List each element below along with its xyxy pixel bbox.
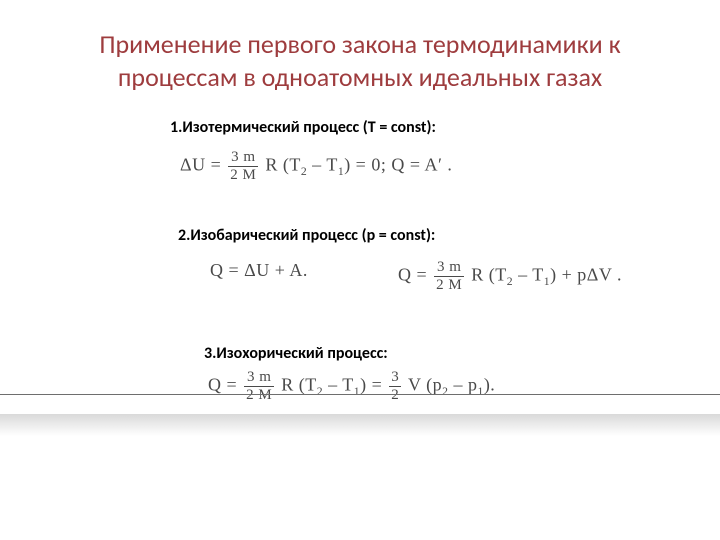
f3-tail: ). [484,375,496,395]
title-line-2: процессам в одноатомных идеальных газах [0,61,720,94]
f3-fraction-1: 3 m 2 M [244,370,274,403]
f1-frac-den: 2 M [228,166,258,183]
formula-isochoric: Q = 3 m 2 M R (T2 – T1) = 3 2 V (p2 – p1… [208,370,495,403]
heading-isobaric: 2.Изобарический процесс (p = const): [178,226,435,245]
f2b-fraction: 3 m 2 M [434,260,464,293]
f1-tail: ) = 0; Q = A′ . [344,155,452,175]
slide: Применение первого закона термодинамики … [0,0,720,540]
f3-pminus: – p [448,375,477,395]
f3-frac2-num: 3 [389,370,401,386]
f2b-minus: – T [513,265,544,285]
f1-minus: – T [307,155,338,175]
f3-minus: – T [323,375,354,395]
f1-frac-num: 3 m [228,150,258,166]
f1-deltaU: ΔU = [180,155,221,175]
f2b-frac-num: 3 m [434,260,464,276]
decorative-shadow-bar [0,414,720,436]
title-line-1: Применение первого закона термодинамики … [0,28,720,61]
formula-isothermal: ΔU = 3 m 2 M R (T2 – T1) = 0; Q = A′ . [180,150,452,183]
heading-isothermal: 1.Изотермический процесс (T = const): [170,118,436,137]
f1-r: R (T [265,155,301,175]
f1-fraction: 3 m 2 M [228,150,258,183]
f3-eq: ) = [360,375,387,395]
f3-frac1-num: 3 m [244,370,274,386]
f2b-q: Q = [398,265,427,285]
f3-fraction-2: 3 2 [389,370,401,403]
heading-isochoric: 3.Изохорический процесс: [204,344,388,363]
slide-title: Применение первого закона термодинамики … [0,28,720,93]
formula-isobaric-a: Q = ΔU + A. [210,260,308,281]
f2b-frac-den: 2 M [434,276,464,293]
f3-v: V (p [408,375,442,395]
f3-q: Q = [208,375,237,395]
f2b-tail: ) + pΔV . [550,265,622,285]
f2b-r: R (T [471,265,507,285]
formula-isobaric-b: Q = 3 m 2 M R (T2 – T1) + pΔV . [398,260,622,293]
decorative-line [0,394,720,395]
f3-r: R (T [281,375,317,395]
